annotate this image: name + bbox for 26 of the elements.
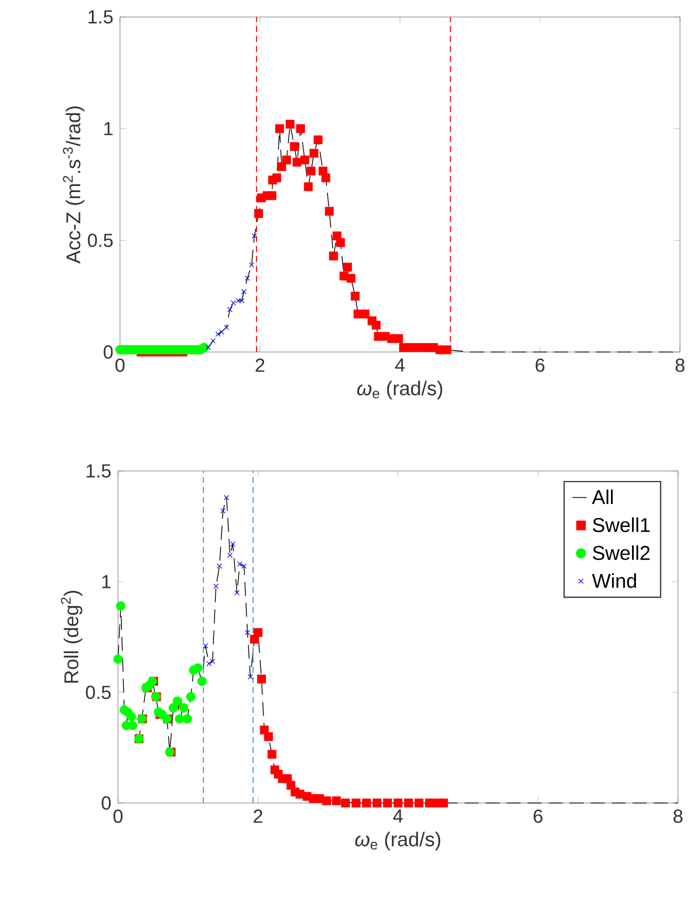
x-tick-label: 2 (256, 358, 264, 372)
x-tick-label: 0 (113, 810, 123, 823)
x-tick-label: 2 (254, 810, 262, 823)
y-tick-label: 0.5 (88, 234, 113, 248)
y-tick-label: 0 (104, 345, 113, 359)
y-axis-title: Roll (deg$^{2}$) (60, 590, 82, 683)
legend-label: All (592, 490, 613, 504)
y-tick-label: 1.5 (88, 10, 113, 24)
y-tick-label: 1.5 (86, 464, 111, 478)
y-tick-label: 1 (104, 122, 113, 136)
x-tick-label: 4 (393, 810, 403, 823)
legend-label: Swell1 (592, 517, 650, 532)
y-tick-label: 1 (102, 575, 111, 588)
x-tick-label: 8 (676, 358, 684, 372)
y-axis-title: Acc-Z (m$^{2}$.s$^{-3}$/rad) (62, 106, 84, 264)
y-tick-label: 0 (102, 796, 111, 810)
x-axis-title: ω$_{e}$ (rad/s) (357, 380, 442, 400)
y-tick-label: 0.5 (86, 686, 111, 700)
x-axis-title: ω$_{e}$ (rad/s) (355, 832, 440, 850)
legend-label: Wind (592, 573, 636, 588)
x-tick-label: 6 (536, 358, 544, 372)
x-tick-label: 0 (115, 358, 125, 372)
x-tick-label: 8 (674, 810, 682, 823)
x-tick-label: 4 (395, 358, 405, 372)
x-tick-label: 6 (534, 810, 542, 823)
legend-label: Swell2 (592, 545, 650, 560)
